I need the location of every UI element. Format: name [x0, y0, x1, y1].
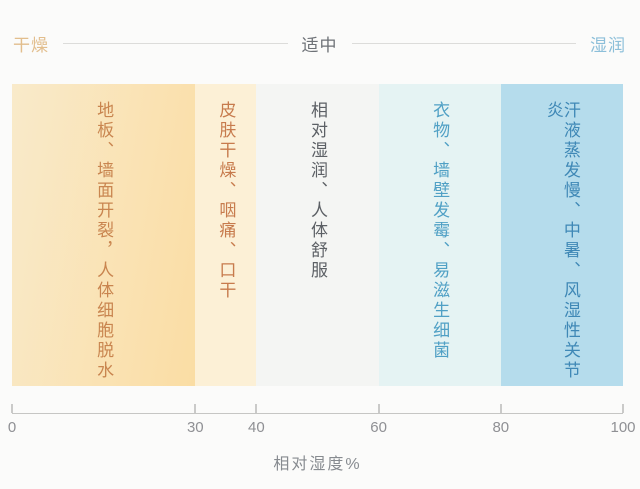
- band-60-80: 衣物、墙壁发霉、易滋生细菌: [378, 84, 501, 386]
- humidity-bands: 地板、墙面开裂，人体细胞脱水 皮肤干燥、咽痛、口干 相对湿润、人体舒服 衣物、墙…: [12, 84, 623, 386]
- x-axis-tick: [11, 404, 13, 413]
- header-divider-line: [351, 42, 576, 44]
- x-axis-tick: [378, 404, 380, 413]
- zone-label-moderate: 适中: [301, 35, 338, 55]
- x-axis-tick: [622, 404, 624, 413]
- x-axis-tick: [194, 404, 196, 413]
- zone-header: 干燥 适中 湿润: [13, 30, 626, 56]
- x-axis-line: [12, 413, 623, 414]
- band-40-60-text: 相对湿润、人体舒服: [307, 101, 327, 281]
- band-0-30: 地板、墙面开裂，人体细胞脱水: [12, 84, 196, 386]
- x-axis-tick-label: 40: [248, 419, 265, 436]
- x-axis-tick-label: 0: [7, 419, 17, 436]
- x-axis-tick-label: 60: [370, 419, 387, 436]
- band-0-30-text: 地板、墙面开裂，人体细胞脱水: [94, 101, 114, 381]
- band-30-40-text: 皮肤干燥、咽痛、口干: [216, 101, 236, 301]
- band-80-100-text: 汗液蒸发慢、中暑、风湿性关节炎: [543, 101, 580, 381]
- band-60-80-text: 衣物、墙壁发霉、易滋生细菌: [430, 101, 450, 361]
- x-axis-tick-label: 80: [492, 419, 510, 436]
- x-axis-title: 相对湿度%: [273, 456, 362, 473]
- x-axis-tick: [500, 404, 502, 413]
- x-axis-tick: [255, 404, 257, 413]
- band-30-40: 皮肤干燥、咽痛、口干: [195, 84, 257, 386]
- zone-label-dry: 干燥: [13, 35, 49, 55]
- zone-label-humid: 湿润: [590, 35, 626, 55]
- band-80-100: 汗液蒸发慢、中暑、风湿性关节炎: [500, 84, 623, 386]
- band-40-60: 相对湿润、人体舒服: [256, 84, 379, 386]
- x-axis-tick-label: 30: [186, 419, 204, 436]
- x-axis-tick-label: 100: [610, 419, 636, 436]
- header-divider-line: [63, 42, 288, 44]
